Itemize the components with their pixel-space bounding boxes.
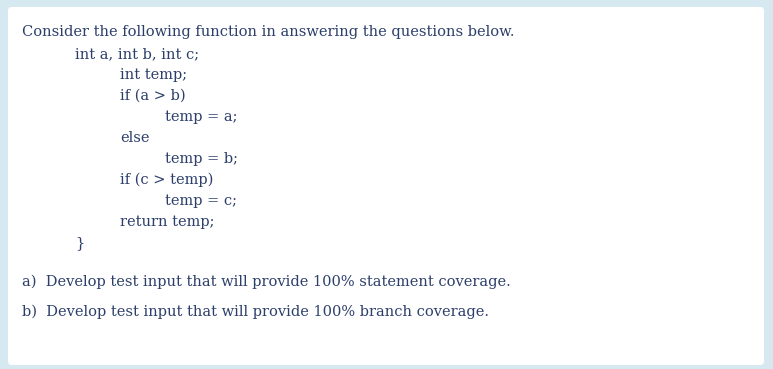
Text: temp = c;: temp = c; (165, 194, 237, 208)
Text: int a, int b, int c;: int a, int b, int c; (75, 47, 199, 61)
Text: temp = a;: temp = a; (165, 110, 237, 124)
Text: Consider the following function in answering the questions below.: Consider the following function in answe… (22, 25, 515, 39)
Text: int temp;: int temp; (120, 68, 187, 82)
Text: return temp;: return temp; (120, 215, 214, 229)
FancyBboxPatch shape (8, 7, 764, 365)
Text: }: } (75, 236, 84, 250)
Text: b)  Develop test input that will provide 100% branch coverage.: b) Develop test input that will provide … (22, 305, 489, 320)
Text: a)  Develop test input that will provide 100% statement coverage.: a) Develop test input that will provide … (22, 275, 511, 289)
Text: if (c > temp): if (c > temp) (120, 173, 213, 187)
Text: if (a > b): if (a > b) (120, 89, 186, 103)
Text: else: else (120, 131, 149, 145)
Text: temp = b;: temp = b; (165, 152, 238, 166)
